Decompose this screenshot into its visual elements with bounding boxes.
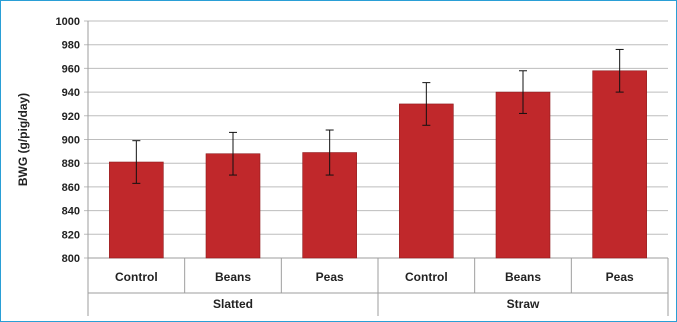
category-label: Peas [606,270,634,284]
bar-3 [399,103,454,259]
group-label: Slatted [213,297,253,311]
category-label: Control [115,270,158,284]
y-tick-label: 840 [62,206,80,218]
y-tick-label: 900 [62,135,80,147]
y-tick-label: 860 [62,182,80,194]
y-tick-label: 800 [62,253,80,265]
category-label: Beans [505,270,541,284]
y-tick-label: 940 [62,87,80,99]
category-label: Control [405,270,448,284]
bar-4 [495,91,551,259]
y-tick-label: 920 [62,111,80,123]
y-tick-label: 980 [62,40,80,52]
y-tick-label: 1000 [56,16,80,28]
category-label: Peas [316,270,344,284]
bar-5 [592,70,647,259]
group-label: Straw [507,297,540,311]
y-tick-label: 960 [62,63,80,75]
category-label: Beans [215,270,251,284]
y-tick-label: 880 [62,158,80,170]
y-axis-title: BWG (g/pig/day) [16,93,30,186]
y-tick-label: 820 [62,229,80,241]
